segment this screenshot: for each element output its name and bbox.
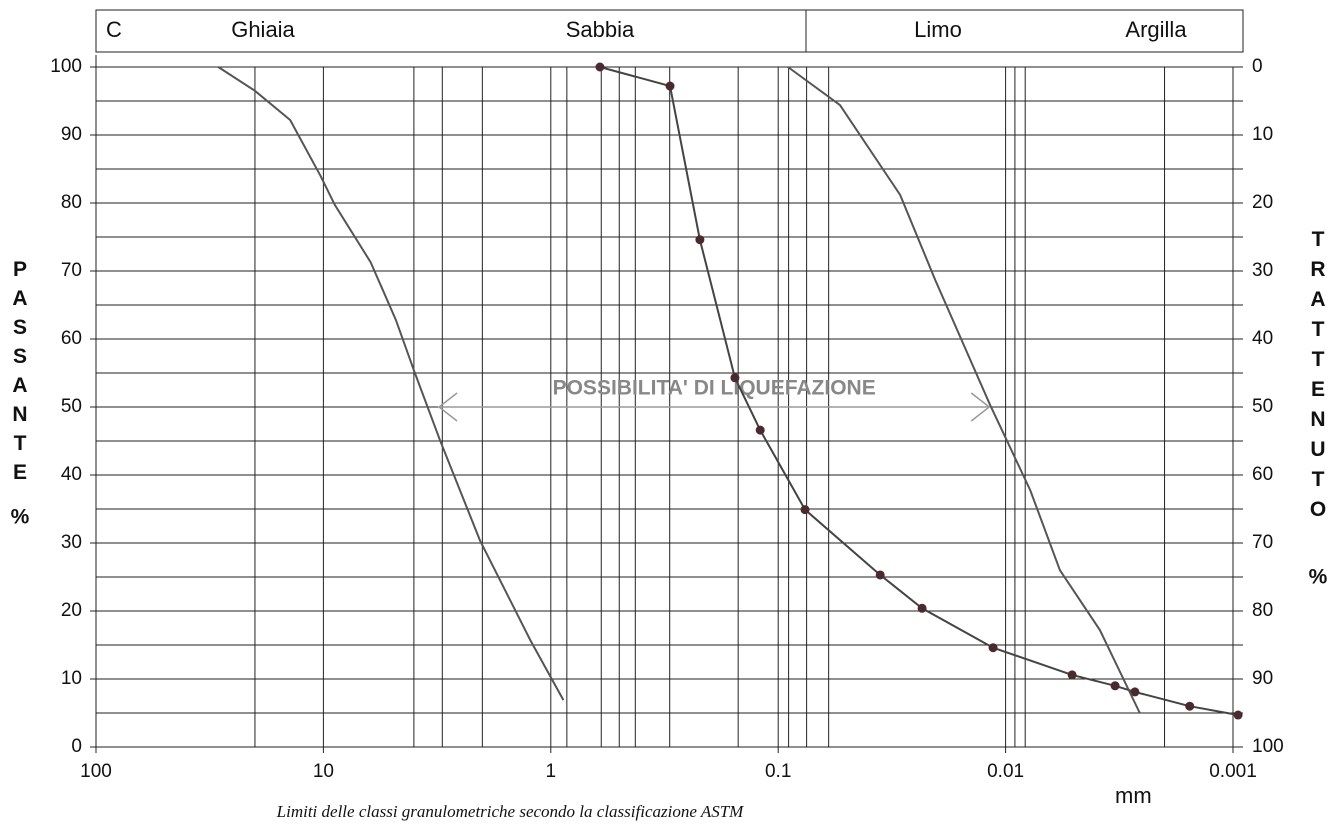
y-tick-label: 30 bbox=[61, 532, 82, 553]
y-tick-label: 60 bbox=[61, 328, 82, 349]
data-point bbox=[800, 505, 810, 515]
header-label: C bbox=[106, 17, 122, 42]
header-label: Sabbia bbox=[566, 17, 635, 42]
data-point bbox=[1185, 701, 1195, 711]
y-tick-label: 0 bbox=[71, 736, 82, 757]
y2-tick-label: 40 bbox=[1252, 328, 1273, 349]
y-tick-label: 20 bbox=[61, 600, 82, 621]
header-box bbox=[95, 9, 1244, 53]
y-tick-label: 40 bbox=[61, 464, 82, 485]
data-point bbox=[1067, 670, 1077, 680]
data-point bbox=[917, 603, 927, 613]
y2-tick-label: 10 bbox=[1252, 124, 1273, 145]
y2-tick-label: 80 bbox=[1252, 600, 1273, 621]
data-point bbox=[665, 81, 675, 91]
y-tick-label: 50 bbox=[61, 396, 82, 417]
data-point bbox=[1233, 710, 1243, 720]
x-tick-label: 10 bbox=[313, 761, 334, 782]
data-point bbox=[730, 373, 740, 383]
data-point bbox=[1130, 687, 1140, 697]
data-point bbox=[695, 235, 705, 245]
y-axis-unit: % bbox=[11, 506, 30, 529]
y-tick-label: 10 bbox=[61, 668, 82, 689]
data-point bbox=[988, 643, 998, 653]
header-label: Argilla bbox=[1125, 17, 1187, 42]
x-tick-label: 100 bbox=[80, 761, 112, 782]
y2-tick-label: 90 bbox=[1252, 668, 1273, 689]
data-point bbox=[875, 570, 885, 580]
y2-tick-label: 0 bbox=[1252, 56, 1263, 77]
header-label: Ghiaia bbox=[231, 17, 295, 42]
arrow-head bbox=[970, 392, 991, 422]
x-tick-label: 0.01 bbox=[987, 761, 1024, 782]
arrow-head bbox=[437, 392, 458, 422]
data-point bbox=[1110, 681, 1120, 691]
y2-tick-label: 50 bbox=[1252, 396, 1273, 417]
x-axis-label: mm bbox=[1115, 783, 1152, 808]
y2-tick-label: 60 bbox=[1252, 464, 1273, 485]
y-tick-label: 100 bbox=[50, 56, 82, 77]
x-tick-label: 1 bbox=[546, 761, 557, 782]
y-tick-label: 90 bbox=[61, 124, 82, 145]
y2-tick-label: 20 bbox=[1252, 192, 1273, 213]
y2-axis-unit: % bbox=[1309, 566, 1328, 589]
data-point bbox=[755, 425, 765, 435]
data-point bbox=[595, 62, 605, 72]
y2-tick-label: 70 bbox=[1252, 532, 1273, 553]
y-tick-label: 80 bbox=[61, 192, 82, 213]
annotation: POSSIBILITA' DI LIQUEFAZIONE bbox=[553, 377, 876, 400]
y2-tick-label: 30 bbox=[1252, 260, 1273, 281]
y-tick-label: 70 bbox=[61, 260, 82, 281]
y2-tick-label: 100 bbox=[1252, 736, 1284, 757]
header-label: Limo bbox=[914, 17, 962, 42]
series-line bbox=[217, 66, 565, 701]
x-tick-label: 0.001 bbox=[1209, 761, 1257, 782]
series-line bbox=[787, 66, 1141, 714]
caption: Limiti delle classi granulometriche seco… bbox=[276, 802, 745, 821]
x-tick-label: 0.1 bbox=[765, 761, 791, 782]
